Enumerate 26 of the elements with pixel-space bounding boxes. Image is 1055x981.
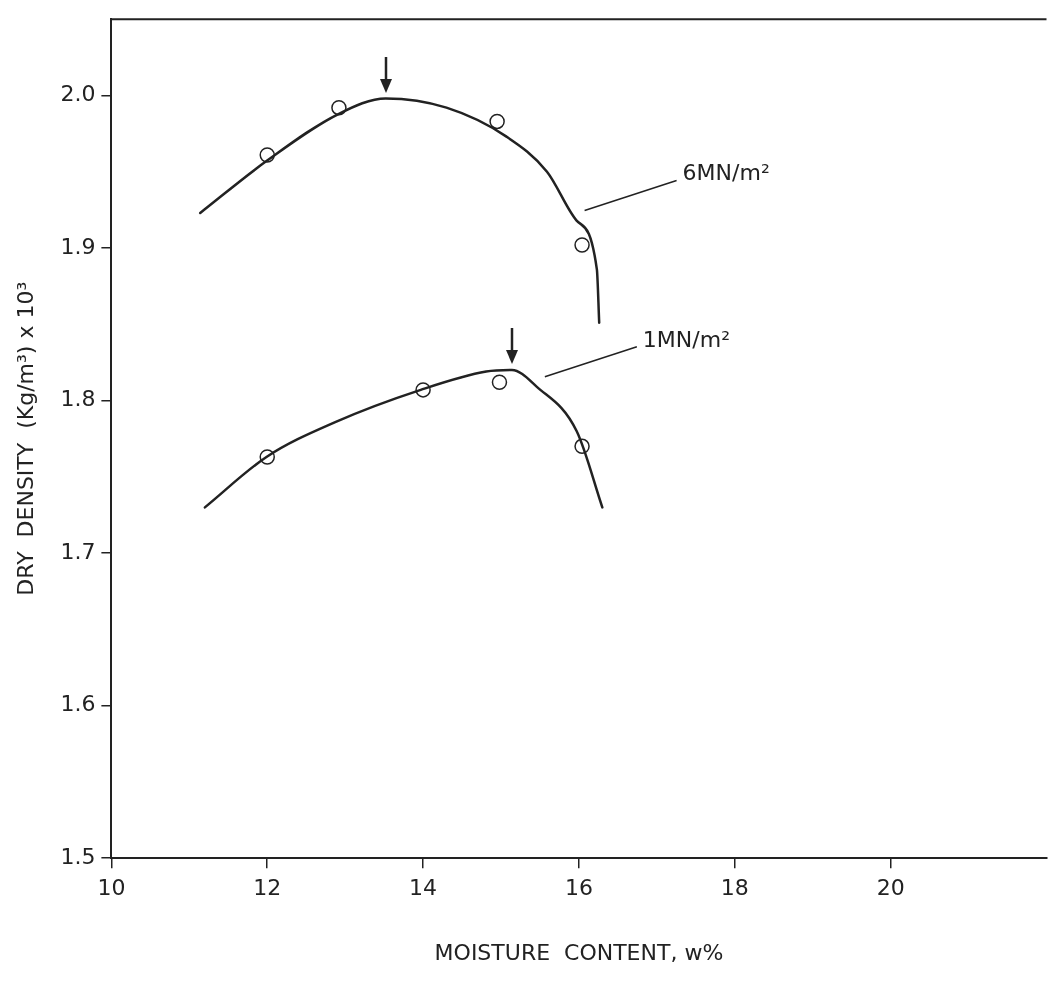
point xyxy=(259,449,275,465)
point xyxy=(259,147,275,163)
x-tick-label: 20 xyxy=(876,875,905,901)
point xyxy=(574,438,590,455)
x-tick-label: 18 xyxy=(720,875,749,901)
x-tick-label: 12 xyxy=(253,875,282,901)
point xyxy=(574,237,590,253)
text: 6MN/m² xyxy=(682,160,770,186)
x-tick-label: 16 xyxy=(564,875,593,901)
y-tick-label: 1.8 xyxy=(60,386,96,412)
y-axis-title: DRY DENSITY (Kg/m³) x 10³ xyxy=(12,281,38,596)
point xyxy=(415,382,431,398)
y-tick-label: 2.0 xyxy=(60,81,96,107)
y-tick-label: 1.5 xyxy=(60,843,96,869)
line-series xyxy=(203,368,604,509)
point xyxy=(491,374,508,391)
y-tick-label: 1.9 xyxy=(60,233,96,259)
y-tick-label: 1.6 xyxy=(60,691,96,717)
x-axis-title: MOISTURE CONTENT, w% xyxy=(434,939,724,965)
point xyxy=(489,113,505,130)
x-tick-label: 10 xyxy=(97,875,126,901)
line-series xyxy=(198,97,601,325)
x-tick-label: 14 xyxy=(409,875,438,901)
y-tick-label: 1.7 xyxy=(60,538,96,564)
point xyxy=(331,99,347,116)
text: 1MN/m² xyxy=(642,326,730,352)
